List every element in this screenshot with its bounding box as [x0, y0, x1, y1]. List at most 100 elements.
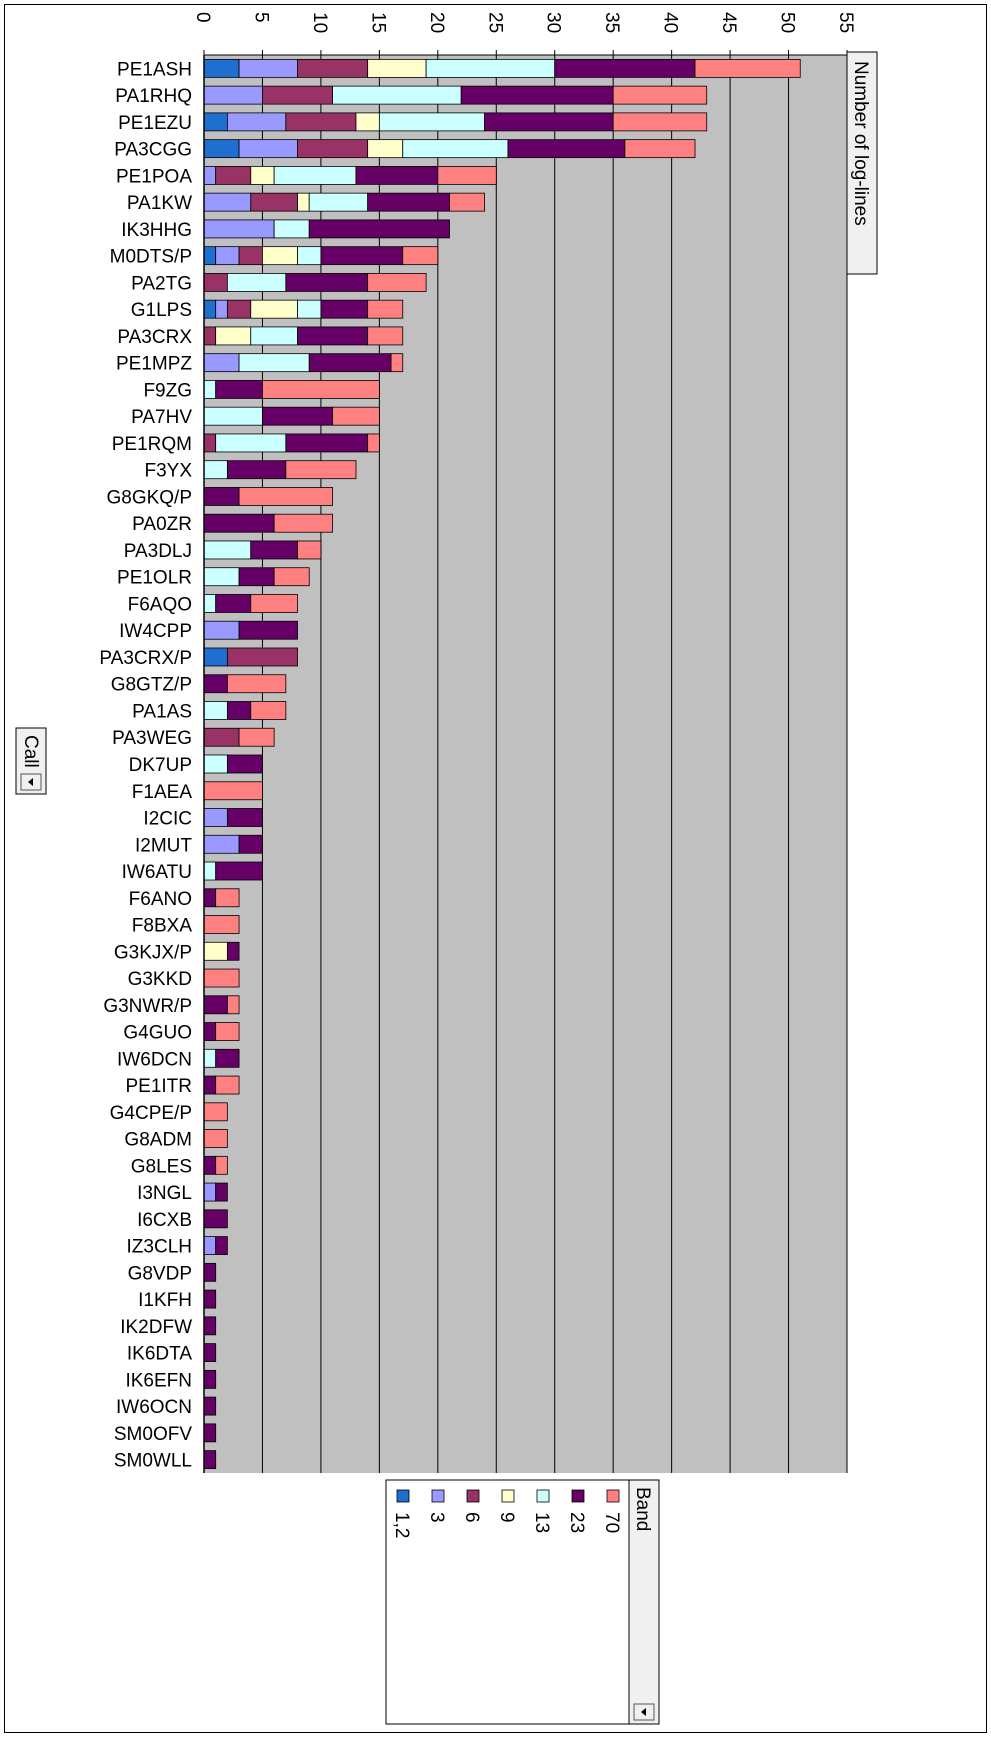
bar-segment	[273, 219, 310, 239]
bar-segment	[484, 112, 614, 132]
bar-segment	[203, 1155, 217, 1175]
x-tick-label: 5	[250, 12, 271, 23]
bar-segment	[308, 353, 392, 373]
category-label: IW6DCN	[117, 1049, 192, 1070]
bar-segment	[203, 353, 240, 373]
bar-segment	[215, 299, 228, 319]
bar-segment	[273, 513, 333, 533]
bar-segment	[203, 1022, 217, 1041]
bar-segment	[226, 299, 252, 319]
bar-segment	[215, 326, 252, 346]
legend-box	[385, 1479, 630, 1725]
x-tick-label: 30	[543, 12, 564, 33]
bar-segment	[203, 1209, 228, 1229]
bar-segment	[203, 915, 240, 934]
bar-segment	[250, 192, 298, 212]
category-label: PE1POA	[116, 166, 192, 187]
category-label: IW6ATU	[122, 862, 192, 883]
bar-segment	[297, 58, 369, 78]
band-dropdown-arrow-icon	[641, 1708, 646, 1716]
bar-segment	[215, 165, 252, 185]
bar-segment	[320, 246, 404, 266]
bar-segment	[203, 968, 240, 988]
x-tick-label: 20	[426, 12, 447, 33]
bar-segment	[203, 594, 217, 613]
bar-segment	[250, 540, 298, 560]
x-tick-label: 25	[484, 12, 505, 33]
category-label: G8GKQ/P	[106, 487, 192, 508]
x-axis-ticks: 0 5 10 15 20 25 30 35 40 45 50 55	[192, 12, 856, 55]
legend-swatch	[431, 1489, 445, 1503]
category-label: I1KFH	[138, 1290, 192, 1311]
bar-segment	[554, 58, 696, 78]
bar-segment	[449, 192, 485, 212]
legend-label: 1,2	[391, 1512, 412, 1538]
legend-label: 6	[461, 1512, 482, 1523]
bar-segment	[203, 674, 228, 694]
bar-segment	[320, 299, 369, 319]
bar-segment	[203, 647, 228, 667]
value-axis-field-button[interactable]: Number of log-lines	[846, 51, 878, 275]
bar-segment	[203, 888, 217, 908]
bar-segment	[203, 1262, 217, 1282]
bar-segment	[425, 58, 556, 78]
bar-segment	[203, 1316, 217, 1336]
x-tick-label: 0	[192, 12, 213, 23]
value-axis-field-button-box	[846, 51, 878, 275]
bar-segment	[203, 1236, 217, 1255]
bar-segment	[203, 808, 228, 827]
bar-segment	[297, 299, 322, 319]
category-label: PE1RQM	[112, 434, 192, 455]
bar-segment	[203, 1343, 217, 1363]
category-label: I2MUT	[135, 835, 192, 856]
bar-segment	[308, 219, 450, 239]
category-label: IW4CPP	[119, 621, 192, 642]
legend-swatch	[571, 1489, 585, 1503]
bar-segment	[250, 701, 287, 720]
bar-segment	[203, 326, 217, 346]
category-label: PA1AS	[132, 701, 192, 722]
bar-segment	[226, 460, 287, 480]
category-label: SM0WLL	[114, 1451, 192, 1472]
bar-segment	[612, 112, 708, 132]
band-field-button[interactable]: Band	[628, 1479, 660, 1725]
bar-segment	[203, 513, 275, 533]
bar-segment	[203, 192, 252, 212]
bar-segment	[203, 165, 217, 185]
bar-segment	[332, 85, 462, 105]
bar-segment	[203, 1182, 217, 1202]
bar-segment	[203, 540, 252, 560]
bar-segment	[250, 299, 298, 319]
category-label: PE1MPZ	[116, 354, 192, 375]
category-label: I2CIC	[143, 809, 192, 830]
bar-segment	[262, 85, 334, 105]
bar-segment	[215, 1155, 228, 1175]
category-label: PA3CGG	[114, 140, 192, 161]
x-tick-label: 55	[835, 12, 856, 33]
value-axis-title: Number of log-lines	[850, 61, 871, 226]
bar-segment	[215, 594, 252, 613]
bar-segment	[297, 326, 369, 346]
bar-segment	[367, 139, 404, 159]
category-label: PA1KW	[127, 193, 192, 214]
legend-label: 13	[531, 1512, 552, 1533]
category-label: PA3CRX/P	[99, 648, 192, 669]
bar-segment	[367, 192, 450, 212]
x-tick-label: 50	[777, 12, 798, 33]
bars	[203, 58, 801, 1470]
category-label: M0DTS/P	[110, 247, 192, 268]
bar-segment	[332, 406, 380, 426]
call-field-label: Call	[20, 735, 41, 768]
bar-segment	[308, 192, 369, 212]
call-field-button[interactable]: Call	[15, 727, 47, 795]
legend-label: 23	[566, 1512, 587, 1533]
legend-label: 9	[496, 1512, 517, 1523]
bar-segment	[203, 1048, 217, 1068]
bar-segment	[250, 594, 298, 613]
bar-segment	[226, 273, 287, 292]
category-label: PA3WEG	[112, 728, 192, 749]
bar-segment	[203, 406, 263, 426]
bar-segment	[226, 808, 263, 827]
category-label: G8LES	[131, 1156, 192, 1177]
category-label: IK2DFW	[120, 1317, 192, 1338]
